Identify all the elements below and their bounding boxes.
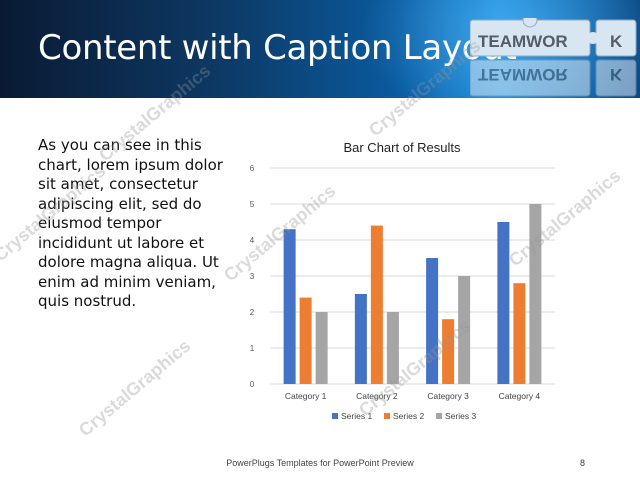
bar — [370, 225, 383, 384]
y-tick-label: 6 — [250, 164, 255, 173]
slide-header-banner: Content with Caption Layout TEAMWOR K TE… — [0, 0, 640, 98]
bar-chart: Bar Chart of Results 0 1 2 3 4 5 6 Category 1 Ca… — [250, 140, 555, 421]
puzzle-letter-reflection: K — [610, 65, 623, 84]
bar — [458, 276, 471, 384]
puzzle-word: TEAMWOR — [478, 32, 568, 51]
slide-title: Content with Caption Layout — [38, 28, 517, 68]
bar — [426, 258, 439, 384]
legend-swatch — [332, 413, 338, 419]
bar — [513, 283, 526, 384]
footer-text: PowerPlugs Templates for PowerPoint Prev… — [226, 458, 414, 468]
bar — [497, 222, 510, 384]
bar — [442, 319, 455, 384]
y-tick-label: 3 — [250, 272, 255, 281]
legend-swatch — [436, 413, 442, 419]
legend-swatch — [384, 413, 390, 419]
x-tick-label: Category 1 — [285, 391, 327, 401]
y-tick-label: 4 — [250, 236, 255, 245]
bar — [299, 297, 312, 384]
puzzle-word-reflection: TEAMWOR — [478, 65, 568, 84]
bar — [386, 312, 399, 384]
x-tick-label: Category 4 — [499, 391, 541, 401]
legend-label: Series 2 — [393, 411, 424, 421]
x-tick-label: Category 3 — [427, 391, 469, 401]
bar — [283, 229, 296, 384]
y-tick-label: 5 — [250, 200, 255, 209]
page-number: 8 — [580, 458, 586, 468]
bar — [529, 204, 542, 384]
bar — [315, 312, 328, 384]
bar — [354, 294, 367, 384]
teamwork-puzzle-image: TEAMWOR K TEAMWOR K — [470, 18, 637, 97]
puzzle-letter: K — [610, 32, 623, 51]
legend-label: Series 3 — [445, 411, 476, 421]
legend-label: Series 1 — [341, 411, 372, 421]
y-tick-label: 1 — [250, 344, 255, 353]
watermark: CrystalGraphics — [75, 335, 195, 441]
x-tick-label: Category 2 — [356, 391, 398, 401]
caption-text: As you can see in this chart, lorem ipsu… — [38, 136, 223, 310]
y-tick-label: 2 — [250, 308, 255, 317]
chart-title: Bar Chart of Results — [343, 140, 461, 155]
y-tick-label: 0 — [250, 380, 255, 389]
